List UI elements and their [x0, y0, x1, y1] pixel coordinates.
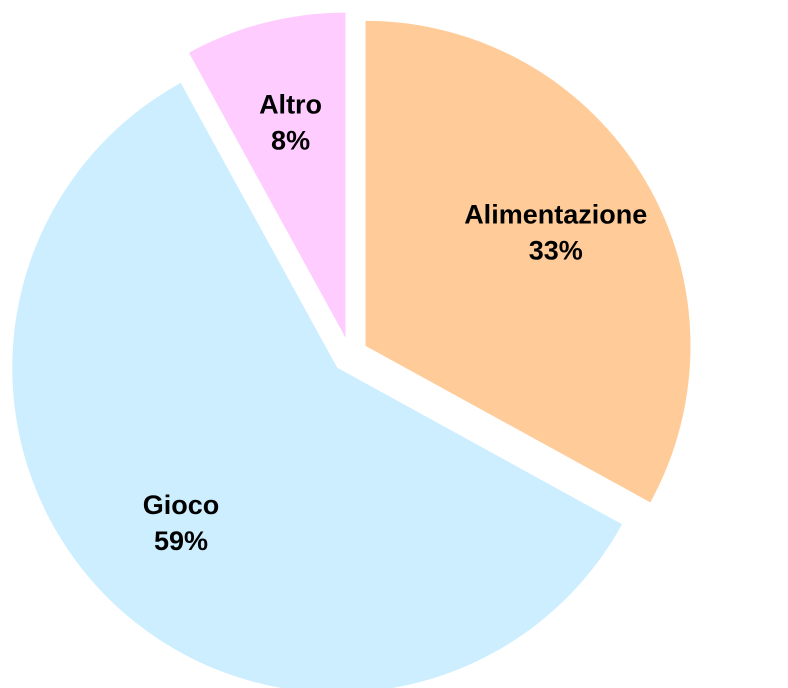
value-label: 59%	[154, 526, 208, 556]
slice-label: Gioco	[143, 490, 220, 520]
pie-slice	[365, 20, 691, 503]
value-label: 33%	[529, 235, 583, 265]
value-label: 8%	[271, 126, 310, 156]
pie-slice	[12, 82, 623, 688]
slice-label: Alimentazione	[464, 199, 647, 229]
pie-slice	[188, 12, 346, 338]
slice-label: Altro	[259, 90, 322, 120]
